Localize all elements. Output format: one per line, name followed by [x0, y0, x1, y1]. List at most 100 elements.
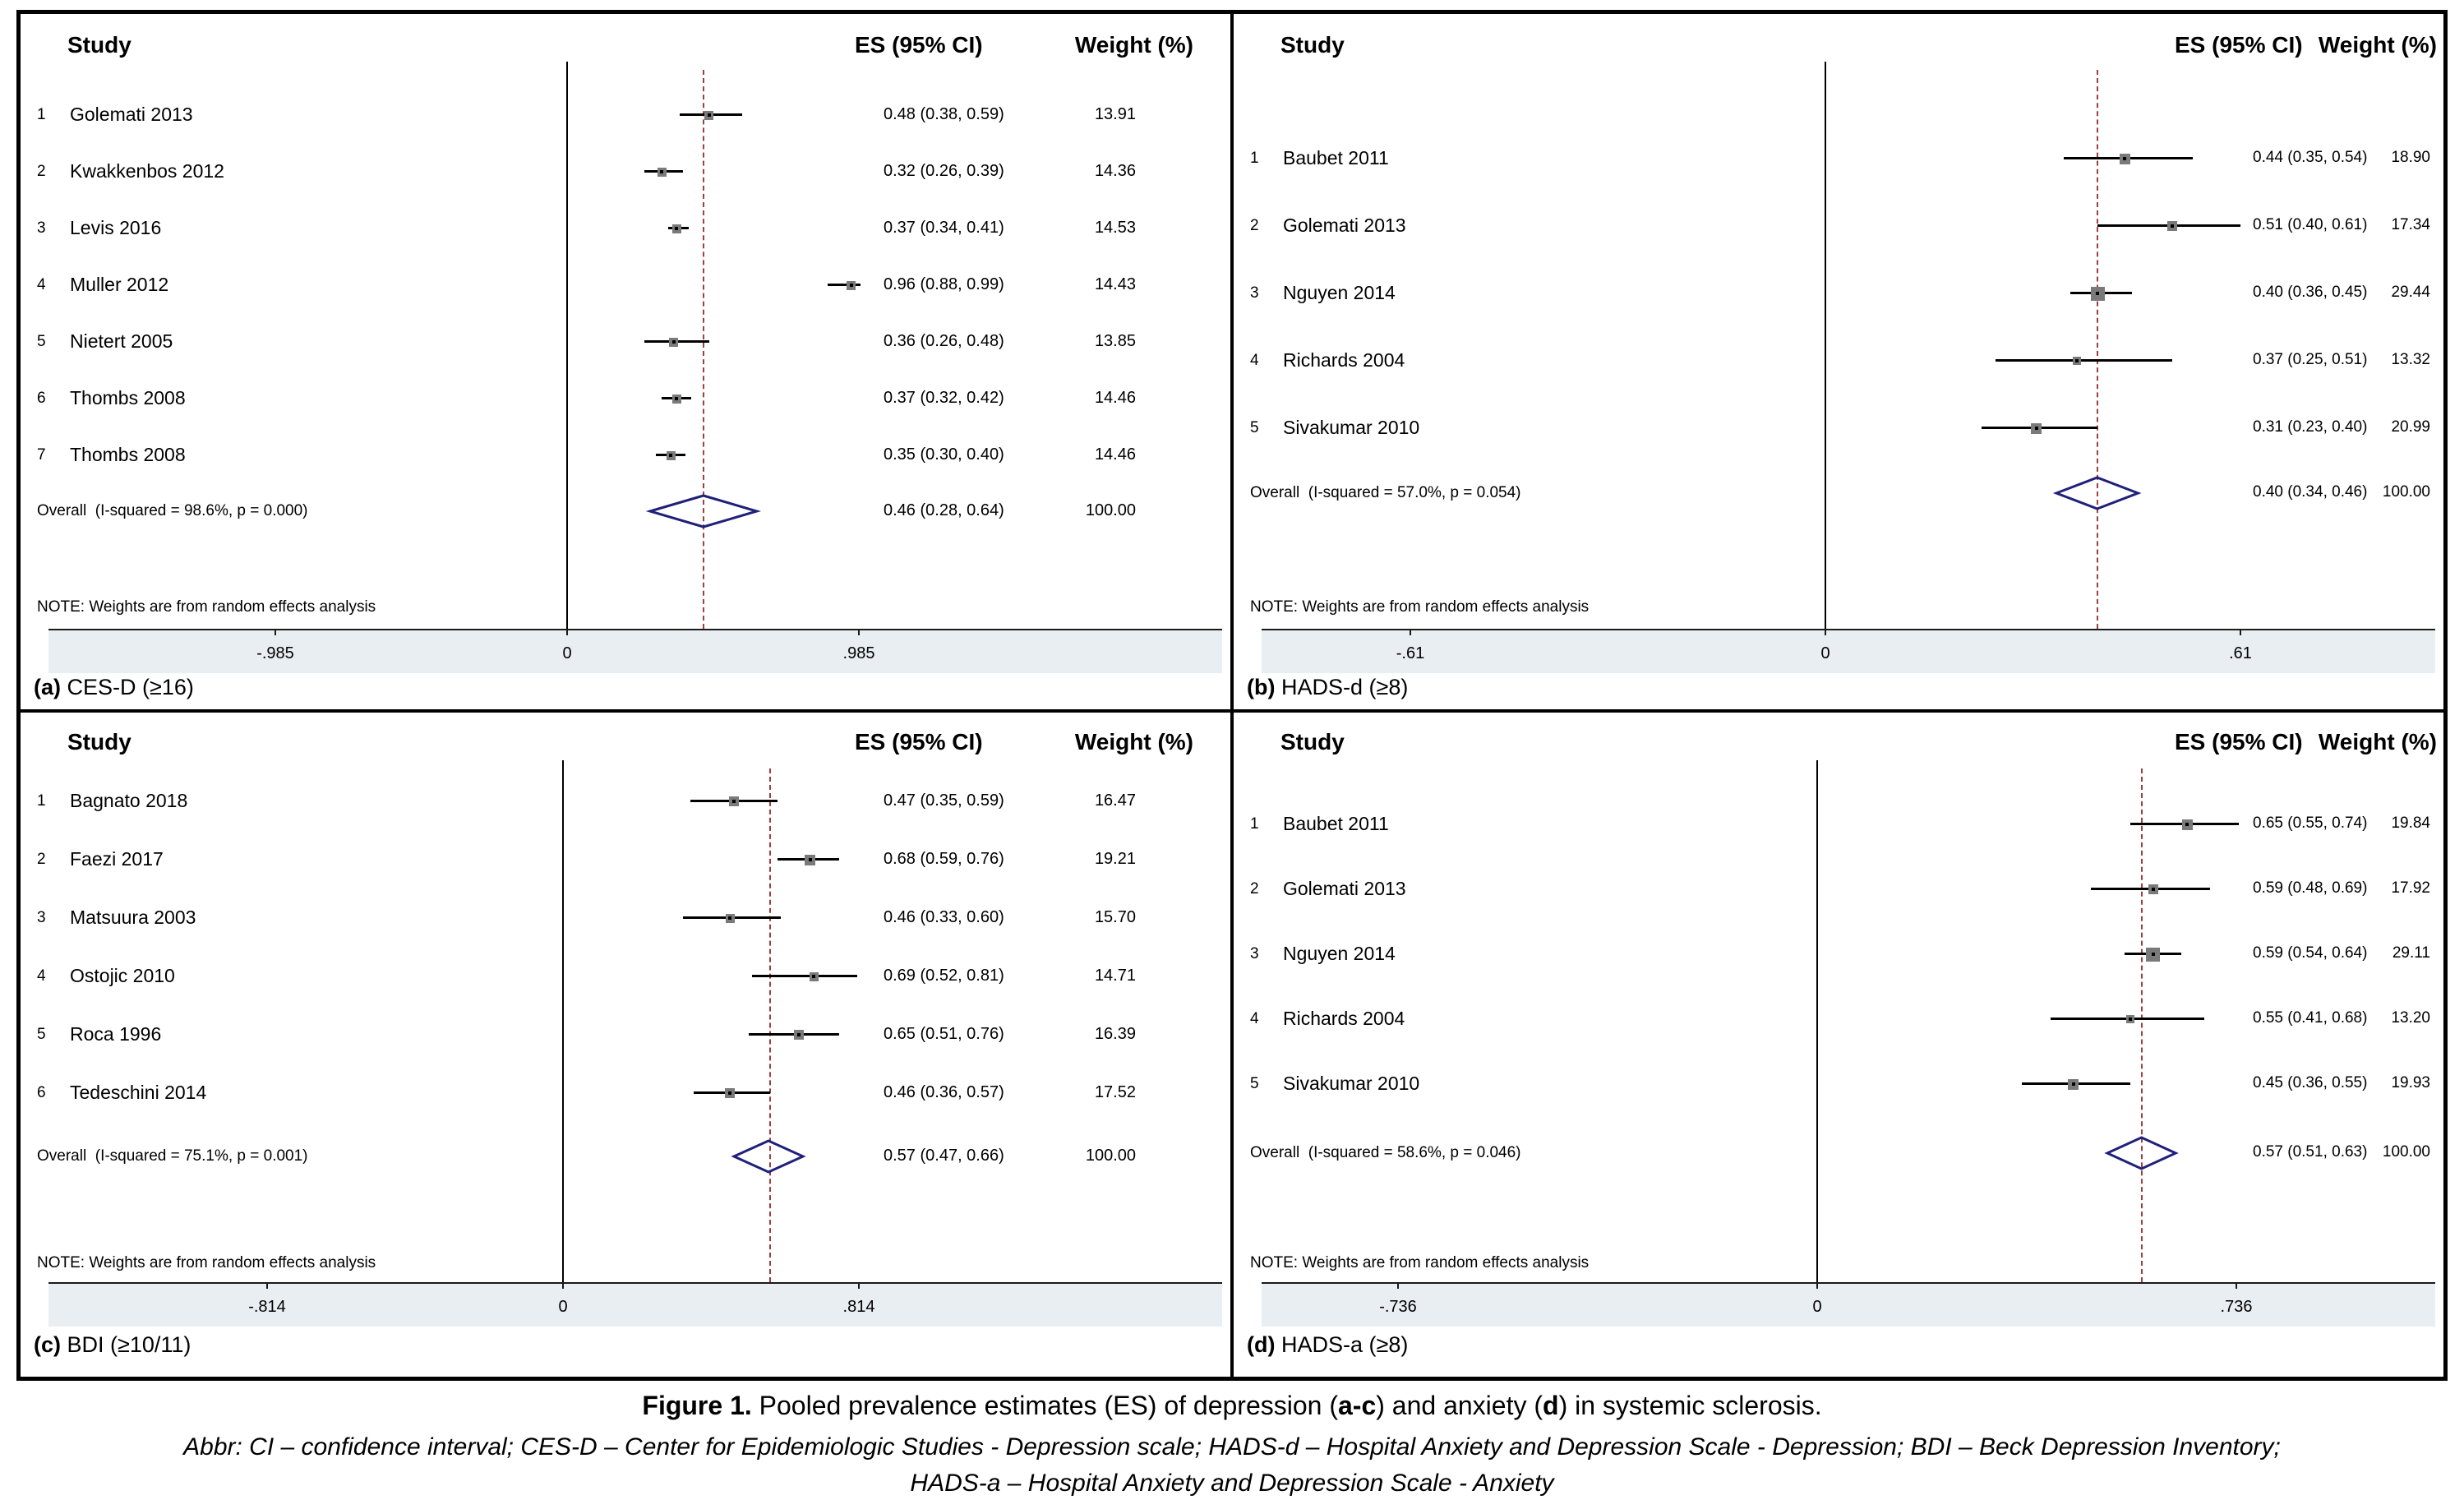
figure-caption-text-1: Pooled prevalence estimates (ES) of depr… — [751, 1391, 1338, 1420]
overall-diamond — [2104, 1136, 2180, 1170]
figure-caption-text-2: ) and anxiety ( — [1376, 1391, 1543, 1420]
es-marker-center-dot — [675, 227, 679, 230]
study-name: Golemati 2013 — [1283, 215, 1406, 236]
panel-caption-tag: (d) — [1247, 1332, 1276, 1357]
overall-es-value: 0.40 (0.34, 0.46) — [2253, 483, 2368, 501]
x-axis-tick-label: 0 — [1820, 644, 1830, 662]
x-axis-tick — [566, 629, 568, 635]
ci-line — [1995, 359, 2173, 362]
es-marker-center-dot — [808, 858, 812, 861]
abbreviations: Abbr: CI – confidence interval; CES-D – … — [0, 1429, 2464, 1501]
overall-label: Overall (I-squared = 58.6%, p = 0.046) — [1250, 1144, 1521, 1161]
es-marker-center-dot — [728, 1091, 732, 1095]
es-ci-value: 0.46 (0.36, 0.57) — [884, 1083, 1004, 1101]
study-name: Nguyen 2014 — [1283, 943, 1396, 964]
study-row-number: 1 — [37, 106, 46, 123]
overall-weight-value: 100.00 — [2382, 483, 2430, 501]
es-marker-center-dot — [2185, 823, 2189, 826]
forest-panel-hads-d: Study ES (95% CI) Weight (%) 1 Baubet 2011 0.… — [1234, 14, 2443, 709]
study-name: Levis 2016 — [70, 217, 162, 238]
random-effects-note: NOTE: Weights are from random effects an… — [37, 598, 376, 616]
study-name: Faezi 2017 — [70, 848, 164, 870]
figure-caption: Figure 1. Pooled prevalence estimates (E… — [0, 1391, 2464, 1421]
x-axis-tick-label: 0 — [558, 1298, 568, 1316]
x-axis-tick-label: .736 — [2220, 1298, 2253, 1316]
x-axis-tick — [858, 629, 860, 635]
panel-caption: (d) HADS-a (≥8) — [1247, 1334, 1408, 1356]
panel-caption: (b) HADS-d (≥8) — [1247, 676, 1408, 699]
weight-value: 19.84 — [2391, 814, 2430, 832]
x-axis-tick — [1825, 629, 1826, 635]
x-axis-tick-label: 0 — [1812, 1298, 1822, 1316]
weight-value: 16.39 — [1094, 1025, 1136, 1043]
study-name: Matsuura 2003 — [70, 907, 196, 928]
overall-dashed-line — [2140, 768, 2143, 1282]
figure-caption-number: Figure 1. — [642, 1391, 752, 1420]
study-row-number: 4 — [37, 967, 46, 985]
es-marker-center-dot — [2129, 1018, 2133, 1021]
study-name: Nguyen 2014 — [1283, 282, 1396, 303]
x-axis-tick — [266, 1282, 268, 1289]
es-marker-center-dot — [675, 397, 679, 400]
study-row-number: 7 — [37, 446, 46, 464]
es-marker-center-dot — [797, 1033, 801, 1036]
overall-label: Overall (I-squared = 75.1%, p = 0.001) — [37, 1147, 308, 1165]
study-name: Richards 2004 — [1283, 349, 1405, 371]
forest-panel-hads-a: Study ES (95% CI) Weight (%) 1 Baubet 2011 0.… — [1234, 713, 2443, 1377]
column-header-weight: Weight (%) — [2318, 729, 2437, 754]
study-name: Thombs 2008 — [70, 387, 186, 408]
study-name: Kwakkenbos 2012 — [70, 160, 224, 182]
es-marker-center-dot — [728, 916, 732, 920]
study-name: Golemati 2013 — [70, 104, 193, 125]
zero-axis-line — [562, 760, 564, 1282]
study-row-number: 4 — [1250, 1010, 1259, 1027]
x-axis-tick-label: -.61 — [1396, 644, 1425, 662]
es-marker-center-dot — [2034, 427, 2038, 430]
es-marker-center-dot — [812, 975, 816, 978]
study-row-number: 6 — [37, 1084, 46, 1101]
study-row-number: 3 — [37, 909, 46, 926]
study-name: Ostojic 2010 — [70, 965, 175, 986]
study-row-number: 5 — [1250, 419, 1259, 436]
figure-caption-text-3: ) in systemic sclerosis. — [1558, 1391, 1822, 1420]
column-header-study: Study — [67, 32, 132, 58]
weight-value: 16.47 — [1094, 791, 1136, 810]
x-axis-tick-label: .61 — [2229, 644, 2252, 662]
es-marker-center-dot — [2151, 888, 2155, 891]
weight-value: 13.91 — [1094, 105, 1136, 123]
overall-diamond — [645, 494, 761, 528]
es-marker-center-dot — [2071, 1082, 2075, 1086]
es-ci-value: 0.59 (0.48, 0.69) — [2253, 879, 2368, 897]
es-marker-center-dot — [731, 800, 736, 803]
random-effects-note: NOTE: Weights are from random effects an… — [1250, 1254, 1590, 1271]
es-marker-center-dot — [660, 170, 664, 173]
random-effects-note: NOTE: Weights are from random effects an… — [1250, 598, 1590, 616]
x-axis-tick — [1816, 1282, 1818, 1289]
study-row-number: 3 — [1250, 284, 1259, 302]
study-name: Baubet 2011 — [1283, 813, 1389, 834]
figure-caption-block: Figure 1. Pooled prevalence estimates (E… — [0, 1391, 2464, 1501]
x-axis-tick — [2236, 1282, 2237, 1289]
zero-axis-line — [566, 62, 568, 629]
overall-weight-value: 100.00 — [1085, 1147, 1136, 1165]
es-ci-value: 0.68 (0.59, 0.76) — [884, 850, 1004, 868]
panel-caption: (a) CES-D (≥16) — [34, 676, 194, 699]
study-row-number: 1 — [1250, 815, 1259, 833]
overall-dashed-line — [702, 70, 704, 629]
column-header-study: Study — [67, 729, 132, 754]
overall-label: Overall (I-squared = 57.0%, p = 0.054) — [1250, 484, 1521, 501]
study-name: Roca 1996 — [70, 1023, 162, 1045]
study-name: Baubet 2011 — [1283, 147, 1389, 168]
study-name: Nietert 2005 — [70, 330, 173, 352]
es-ci-value: 0.65 (0.51, 0.76) — [884, 1025, 1004, 1043]
x-axis-strip — [1262, 629, 2435, 673]
x-axis-tick-label: 0 — [562, 644, 572, 662]
es-ci-value: 0.36 (0.26, 0.48) — [884, 332, 1004, 350]
study-row-number: 4 — [1250, 352, 1259, 369]
x-axis-tick — [1410, 629, 1411, 635]
column-header-es: ES (95% CI) — [855, 729, 983, 754]
overall-es-value: 0.46 (0.28, 0.64) — [884, 501, 1004, 519]
x-axis-strip — [48, 629, 1222, 673]
zero-axis-line — [1825, 62, 1826, 629]
overall-weight-value: 100.00 — [1085, 501, 1136, 519]
